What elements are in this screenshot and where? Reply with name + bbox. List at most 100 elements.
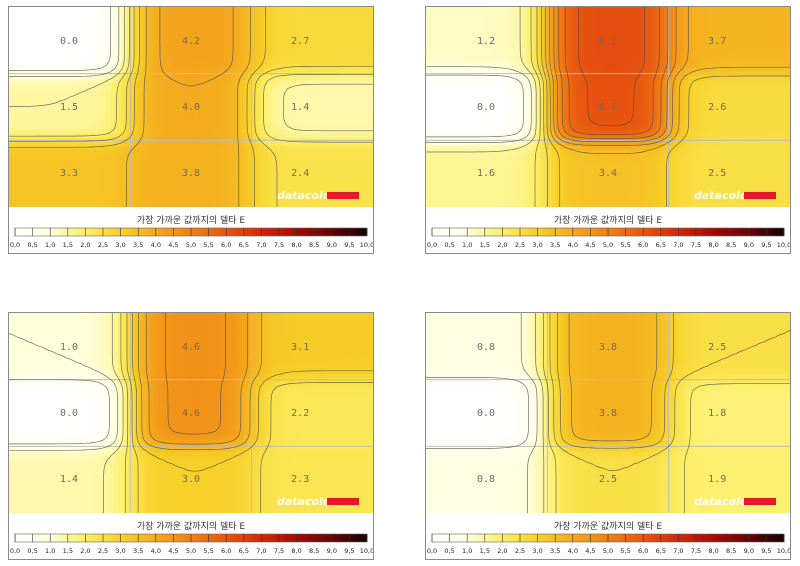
heat-cell (316, 100, 322, 106)
scale-swatch (345, 228, 349, 236)
heat-cell (308, 149, 313, 155)
heat-cell (199, 15, 204, 20)
heat-cell (211, 39, 216, 45)
heat-cell (53, 84, 59, 90)
heat-cell (364, 96, 370, 102)
heat-cell (239, 109, 245, 114)
heat-cell (182, 88, 188, 94)
heat-cell (644, 15, 650, 20)
heat-cell (77, 125, 83, 131)
heat-cell (292, 55, 297, 61)
heat-cell (207, 31, 212, 37)
heat-cell (296, 125, 301, 131)
heat-cell (251, 15, 257, 20)
heat-cell (255, 133, 261, 139)
heat-cell (97, 202, 103, 208)
heat-cell (25, 47, 30, 53)
heat-cell (49, 88, 55, 94)
heat-cell (174, 92, 180, 98)
scale-swatch (95, 228, 99, 236)
heat-cell (231, 186, 237, 192)
heat-cell (231, 43, 237, 49)
heat-cell (174, 23, 180, 29)
heat-cell (474, 7, 480, 12)
heat-cell (77, 27, 83, 33)
heat-cell (219, 104, 224, 110)
scale-swatch (319, 228, 322, 236)
heat-cell (162, 23, 168, 29)
heat-cell (118, 51, 123, 57)
heat-cell (340, 60, 346, 65)
heat-cell (227, 145, 233, 151)
heat-cell (102, 190, 107, 196)
heat-cell (110, 92, 115, 98)
heat-cell (255, 96, 261, 102)
heat-cell (356, 100, 362, 106)
heat-cell (203, 47, 208, 53)
heat-cell (450, 11, 455, 16)
heat-cell (267, 158, 273, 163)
heat-cell (296, 47, 301, 53)
heat-cell (178, 198, 184, 204)
heat-cell (348, 31, 354, 37)
heat-cell (199, 149, 204, 155)
heat-cell (219, 125, 224, 131)
heat-cell (219, 7, 224, 12)
heat-cell (263, 23, 269, 29)
heat-cell (65, 55, 71, 61)
heat-cell (316, 166, 322, 171)
heat-cell (239, 133, 245, 139)
heat-cell (255, 60, 261, 65)
heat-cell (69, 11, 75, 16)
heat-cell (97, 129, 103, 135)
heat-cell (13, 141, 18, 147)
heat-cell (223, 186, 228, 192)
heat-cell (364, 88, 370, 94)
heat-cell (320, 11, 326, 16)
heat-cell (251, 96, 257, 102)
heat-cell (17, 162, 22, 167)
heat-cell (348, 109, 354, 114)
heat-cell (199, 51, 204, 57)
heat-cell (89, 51, 95, 57)
heat-cell (368, 113, 373, 118)
heat-cell (126, 186, 131, 192)
heat-cell (33, 39, 38, 45)
scale-swatch (317, 228, 320, 236)
heat-cell (757, 11, 763, 16)
heat-cell (328, 174, 334, 180)
heat-cell (13, 100, 18, 106)
scale-swatch (273, 228, 276, 236)
heat-cell (692, 7, 698, 12)
heat-cell (571, 15, 577, 20)
heat-cell (93, 202, 99, 208)
heat-cell (61, 64, 67, 69)
heat-cell (37, 186, 42, 192)
heat-cell (93, 92, 99, 98)
heat-cell (203, 166, 208, 171)
heat-cell (25, 129, 30, 135)
heat-cell (352, 60, 358, 65)
heat-cell (174, 190, 180, 196)
heat-cell (45, 72, 51, 77)
heat-cell (352, 51, 358, 57)
heat-cell (348, 133, 354, 139)
heat-cell (255, 68, 261, 73)
heat-cell (110, 158, 115, 163)
heat-cell (316, 145, 322, 151)
heat-cell (77, 186, 83, 192)
heat-cell (25, 100, 30, 106)
heat-cell (247, 194, 253, 200)
heat-cell (174, 117, 180, 122)
heat-cell (106, 80, 111, 86)
heat-cell (247, 96, 253, 102)
heat-cell (191, 19, 196, 24)
heat-cell (239, 158, 245, 163)
heat-cell (267, 43, 273, 49)
heat-cell (259, 27, 265, 33)
heat-cell (29, 202, 34, 208)
heat-cell (57, 149, 63, 155)
heat-cell (364, 170, 370, 175)
heat-cell (227, 153, 233, 159)
heat-cell (247, 72, 253, 77)
